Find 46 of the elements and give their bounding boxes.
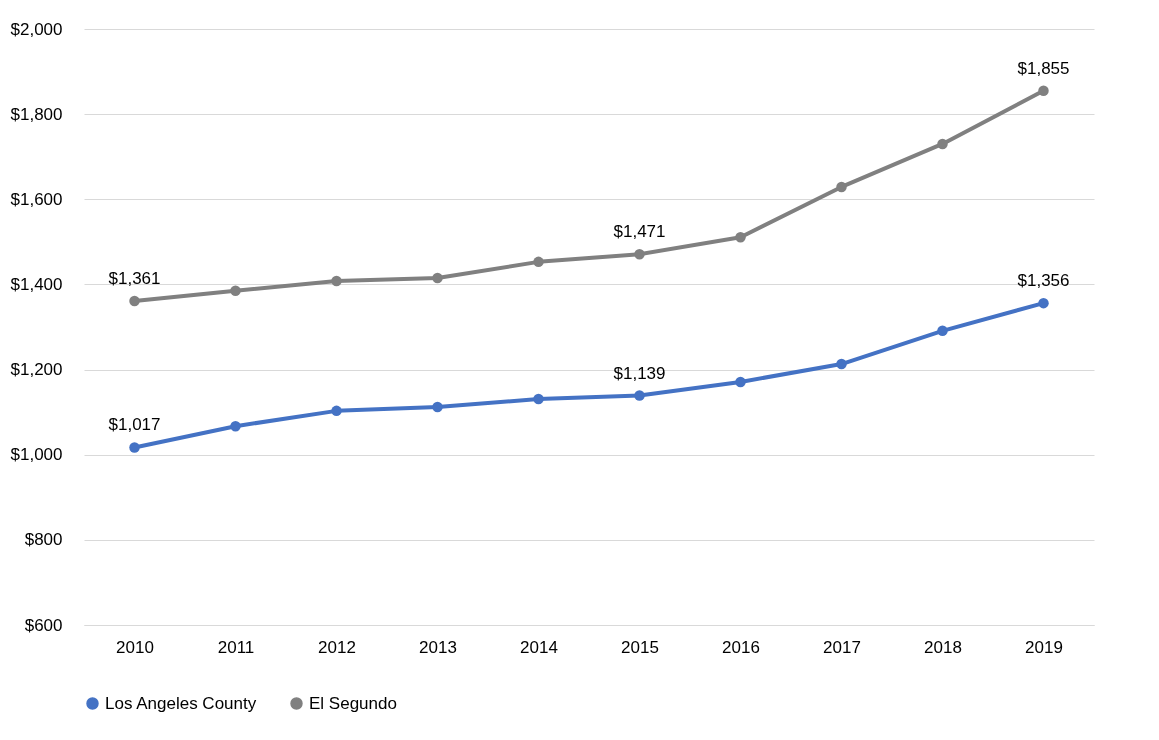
y-tick-label: $1,800 [10, 104, 63, 124]
data-label: $1,471 [613, 222, 666, 242]
y-tick-label: $800 [24, 530, 63, 550]
y-tick-label: $600 [24, 615, 63, 635]
point [735, 376, 746, 388]
point [230, 420, 241, 432]
point [533, 393, 544, 405]
y-tick-label: $1,400 [10, 274, 63, 294]
point [331, 275, 342, 287]
point [937, 138, 948, 150]
point [1038, 85, 1049, 96]
point [634, 248, 645, 260]
point [331, 405, 342, 417]
y-tick-label: $1,600 [10, 189, 63, 209]
y-tick-label: $1,000 [10, 445, 63, 465]
point [432, 401, 443, 413]
data-label: $1,361 [108, 269, 161, 289]
x-tick-label: 2013 [419, 637, 457, 657]
x-tick-label: 2017 [823, 637, 861, 657]
x-tick-label: 2018 [924, 637, 962, 657]
point [937, 325, 948, 337]
data-label: $1,017 [108, 415, 161, 435]
legend-label: El Segundo [309, 693, 397, 713]
point [129, 442, 140, 453]
x-tick-label: 2016 [722, 637, 760, 657]
x-tick-label: 2012 [318, 637, 356, 657]
point [230, 285, 241, 297]
y-tick-label: $1,200 [10, 360, 63, 380]
point [634, 390, 645, 401]
data-label: $1,139 [613, 363, 666, 383]
x-tick-label: 2014 [520, 637, 558, 657]
x-tick-label: 2015 [621, 637, 659, 657]
x-tick-label: 2019 [1025, 637, 1063, 657]
point [129, 295, 140, 307]
point [735, 231, 746, 243]
data-label: $1,855 [1017, 58, 1070, 78]
x-tick-label: 2010 [116, 637, 154, 657]
data-label: $1,356 [1017, 271, 1070, 291]
point [836, 181, 847, 193]
y-tick-label: $2,000 [10, 19, 63, 39]
point [1038, 297, 1049, 309]
point [432, 272, 443, 284]
legend-label: Los Angeles County [105, 693, 257, 713]
point [533, 256, 544, 268]
x-tick-label: 2011 [217, 637, 255, 657]
point [836, 358, 847, 370]
